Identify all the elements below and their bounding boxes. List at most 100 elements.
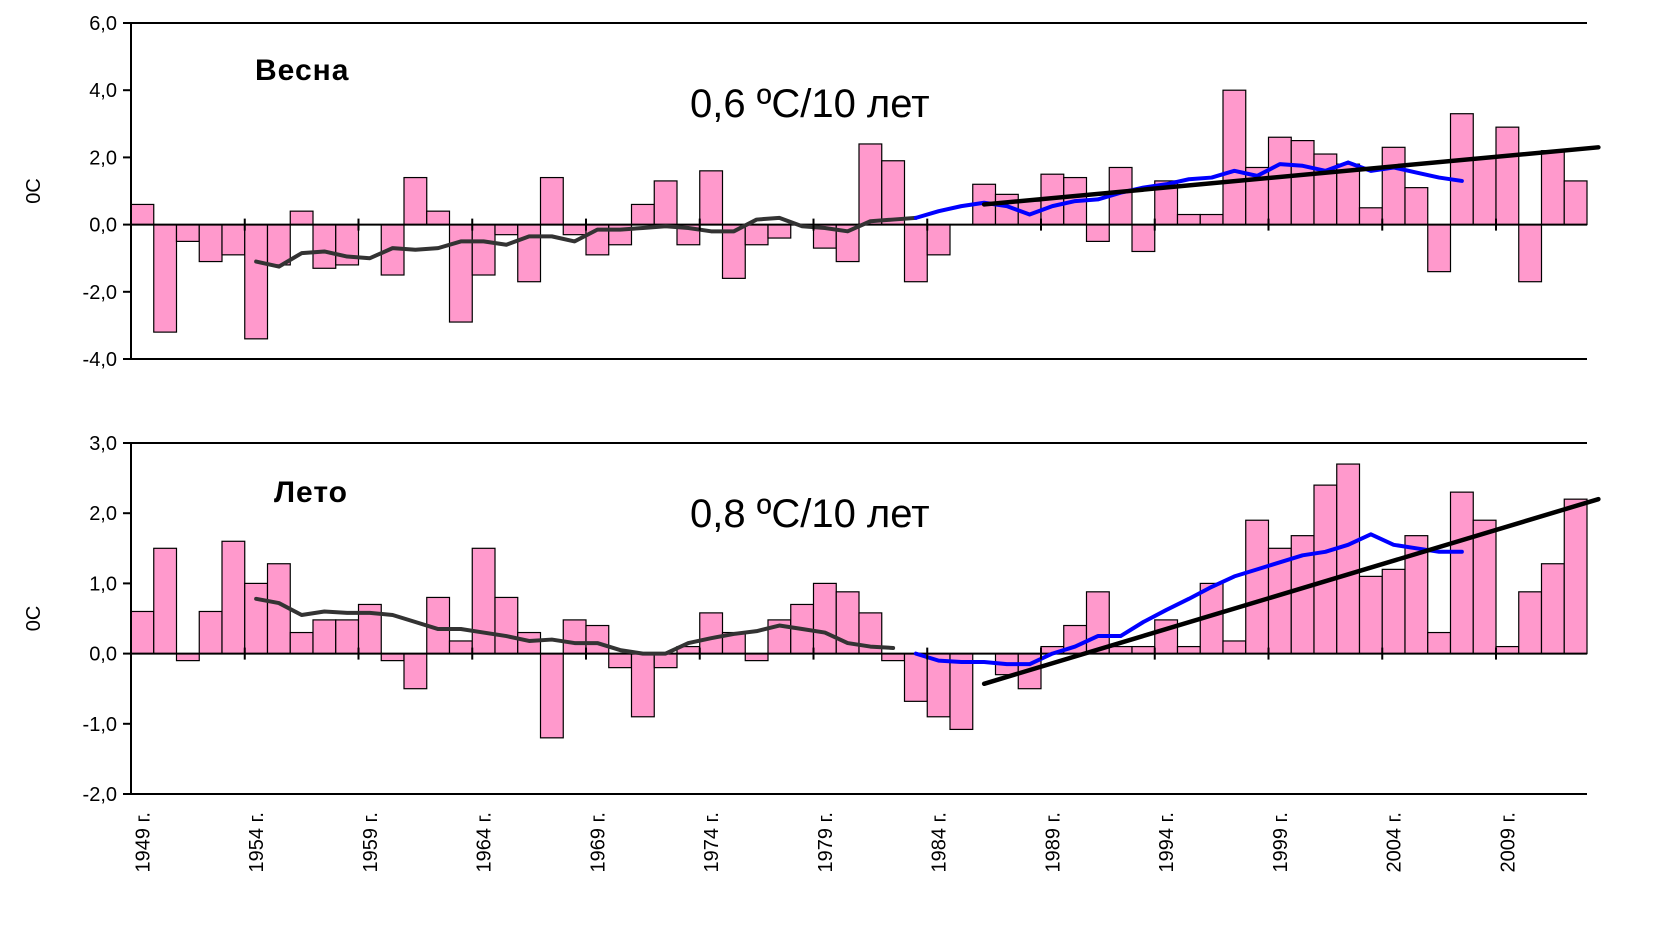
bar-1968	[562, 619, 587, 655]
bar-1976	[744, 652, 769, 662]
bar-1981	[858, 143, 883, 226]
bar-1961	[403, 176, 428, 226]
bar-1968	[562, 224, 587, 236]
year-tick-label: 1979 г.	[815, 812, 837, 872]
bar-2010	[1518, 224, 1543, 283]
year-tick-label: 1994 г.	[1156, 812, 1178, 872]
year-tick-label: 1969 г.	[587, 812, 609, 872]
y-tick-label: -2,0	[83, 784, 117, 806]
bar-1999	[1267, 136, 1292, 226]
bar-1974	[699, 170, 724, 226]
bar-1967	[539, 176, 564, 226]
bar-1966	[517, 224, 542, 283]
bar-1972	[653, 652, 678, 669]
y-tick-label: 2,0	[89, 503, 117, 525]
bar-1965	[494, 224, 519, 236]
bar-2001	[1313, 484, 1338, 655]
bar-1993	[1131, 224, 1156, 253]
bar-1967	[539, 652, 564, 739]
bar-1963	[448, 224, 473, 323]
bar-2001	[1313, 153, 1338, 226]
bar-1953	[221, 224, 246, 256]
bar-1956	[289, 210, 314, 226]
year-tick-label: 2009 г.	[1497, 812, 1519, 872]
summer-panel: -2,0 -1,0 0,0 1,0 2,0 3,0 0С Лето 0,8 ºC/10 лет	[23, 433, 1601, 806]
moving-average-early-line	[254, 215, 918, 269]
bar-1997	[1222, 89, 1247, 226]
year-tick-label: 2004 г.	[1384, 812, 1406, 872]
bar-1969	[585, 624, 610, 655]
bar-1996	[1199, 213, 1224, 226]
bar-2007	[1449, 491, 1474, 655]
bar-1956	[289, 631, 314, 655]
year-tick-label: 1984 г.	[929, 812, 951, 872]
y-tick-label: -1,0	[83, 714, 117, 736]
bar-2009	[1495, 126, 1520, 226]
bar-1951	[175, 652, 200, 662]
year-tick-label: 1989 г.	[1042, 812, 1064, 872]
bar-1952	[198, 610, 223, 655]
y-tick-label: -2,0	[83, 282, 117, 304]
bar-1966	[517, 631, 542, 655]
bar-1982	[881, 160, 906, 226]
bar-1954	[244, 224, 269, 340]
y-tick-label: 6,0	[89, 13, 117, 35]
bar-1954	[244, 582, 269, 655]
bar-2000	[1290, 140, 1315, 226]
y-tick-label: 3,0	[89, 433, 117, 455]
y-tick-label: 0,0	[89, 644, 117, 666]
bar-1995	[1176, 645, 1201, 655]
bar-2006	[1427, 631, 1452, 655]
bar-1991	[1085, 224, 1110, 243]
bar-2011	[1540, 563, 1565, 655]
bar-1971	[630, 203, 655, 226]
bar-1992	[1108, 645, 1133, 655]
bar-1950	[153, 224, 178, 333]
bar-1953	[221, 540, 246, 655]
bar-1984	[926, 224, 951, 256]
y-axis-title: 0С	[23, 178, 45, 204]
bar-2011	[1540, 150, 1565, 226]
bar-1951	[175, 224, 200, 243]
bar-1960	[380, 652, 405, 662]
bar-2012	[1563, 498, 1588, 655]
year-tick-label: 1954 г.	[246, 812, 268, 872]
bar-1950	[153, 547, 178, 655]
trend-rate-note: 0,8 ºC/10 лет	[690, 492, 930, 536]
bar-2008	[1472, 156, 1497, 226]
bar-1991	[1085, 591, 1110, 655]
bar-1952	[198, 224, 223, 263]
bar-1970	[608, 652, 633, 669]
bar-2003	[1358, 575, 1383, 655]
bar-1949	[130, 610, 155, 655]
bar-2004	[1381, 568, 1406, 655]
bar-2008	[1472, 519, 1497, 655]
bar-1983	[903, 224, 928, 283]
bar-1977	[767, 224, 792, 239]
y-tick-label: 1,0	[89, 573, 117, 595]
year-tick-label: 1964 г.	[474, 812, 496, 872]
year-axis: 1949 г. 1954 г. 1959 г. 1964 г. 1969 г. 1974 …	[132, 812, 1519, 872]
season-title: Лето	[274, 476, 348, 509]
year-tick-label: 1999 г.	[1270, 812, 1292, 872]
bar-1998	[1245, 519, 1270, 655]
bar-1971	[630, 652, 655, 718]
bar-1949	[130, 203, 155, 226]
bar-2009	[1495, 645, 1520, 655]
linear-trend-line	[981, 496, 1601, 687]
bar-2004	[1381, 146, 1406, 226]
year-tick-label: 1949 г.	[132, 812, 154, 872]
spring-panel: -4,0 -2,0 0,0 2,0 4,0 6,0 0С Весна 0,6 ºC/10 лет	[23, 13, 1601, 371]
season-title: Весна	[255, 54, 349, 87]
bar-1964	[471, 224, 496, 276]
trend-rate-note: 0,6 ºC/10 лет	[690, 82, 930, 126]
bar-2005	[1404, 187, 1429, 226]
moving-average-late-line	[913, 532, 1464, 667]
bar-1961	[403, 652, 428, 690]
bar-1982	[881, 652, 906, 662]
y-axis-title: 0С	[23, 606, 45, 632]
bar-1983	[903, 652, 928, 702]
bar-1963	[448, 640, 473, 655]
y-tick-label: 2,0	[89, 147, 117, 169]
